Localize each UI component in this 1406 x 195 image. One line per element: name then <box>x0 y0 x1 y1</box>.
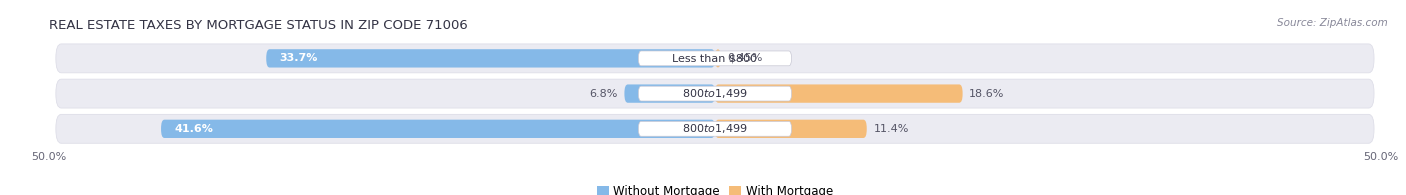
FancyBboxPatch shape <box>56 44 1374 73</box>
FancyBboxPatch shape <box>638 86 792 101</box>
Text: Source: ZipAtlas.com: Source: ZipAtlas.com <box>1277 18 1388 27</box>
Text: 33.7%: 33.7% <box>280 53 318 63</box>
FancyBboxPatch shape <box>638 121 792 136</box>
FancyBboxPatch shape <box>162 120 716 138</box>
Text: 18.6%: 18.6% <box>969 89 1005 99</box>
Text: $800 to $1,499: $800 to $1,499 <box>682 122 748 135</box>
Text: 6.8%: 6.8% <box>589 89 617 99</box>
FancyBboxPatch shape <box>716 49 721 67</box>
FancyBboxPatch shape <box>266 49 716 67</box>
FancyBboxPatch shape <box>56 79 1374 108</box>
FancyBboxPatch shape <box>716 84 963 103</box>
FancyBboxPatch shape <box>716 120 866 138</box>
Text: REAL ESTATE TAXES BY MORTGAGE STATUS IN ZIP CODE 71006: REAL ESTATE TAXES BY MORTGAGE STATUS IN … <box>49 19 468 32</box>
FancyBboxPatch shape <box>624 84 716 103</box>
FancyBboxPatch shape <box>56 114 1374 143</box>
FancyBboxPatch shape <box>638 51 792 66</box>
Text: Less than $800: Less than $800 <box>672 53 758 63</box>
Text: $800 to $1,499: $800 to $1,499 <box>682 87 748 100</box>
Text: 0.45%: 0.45% <box>727 53 763 63</box>
Text: 41.6%: 41.6% <box>174 124 214 134</box>
Legend: Without Mortgage, With Mortgage: Without Mortgage, With Mortgage <box>592 180 838 195</box>
Text: 11.4%: 11.4% <box>873 124 908 134</box>
